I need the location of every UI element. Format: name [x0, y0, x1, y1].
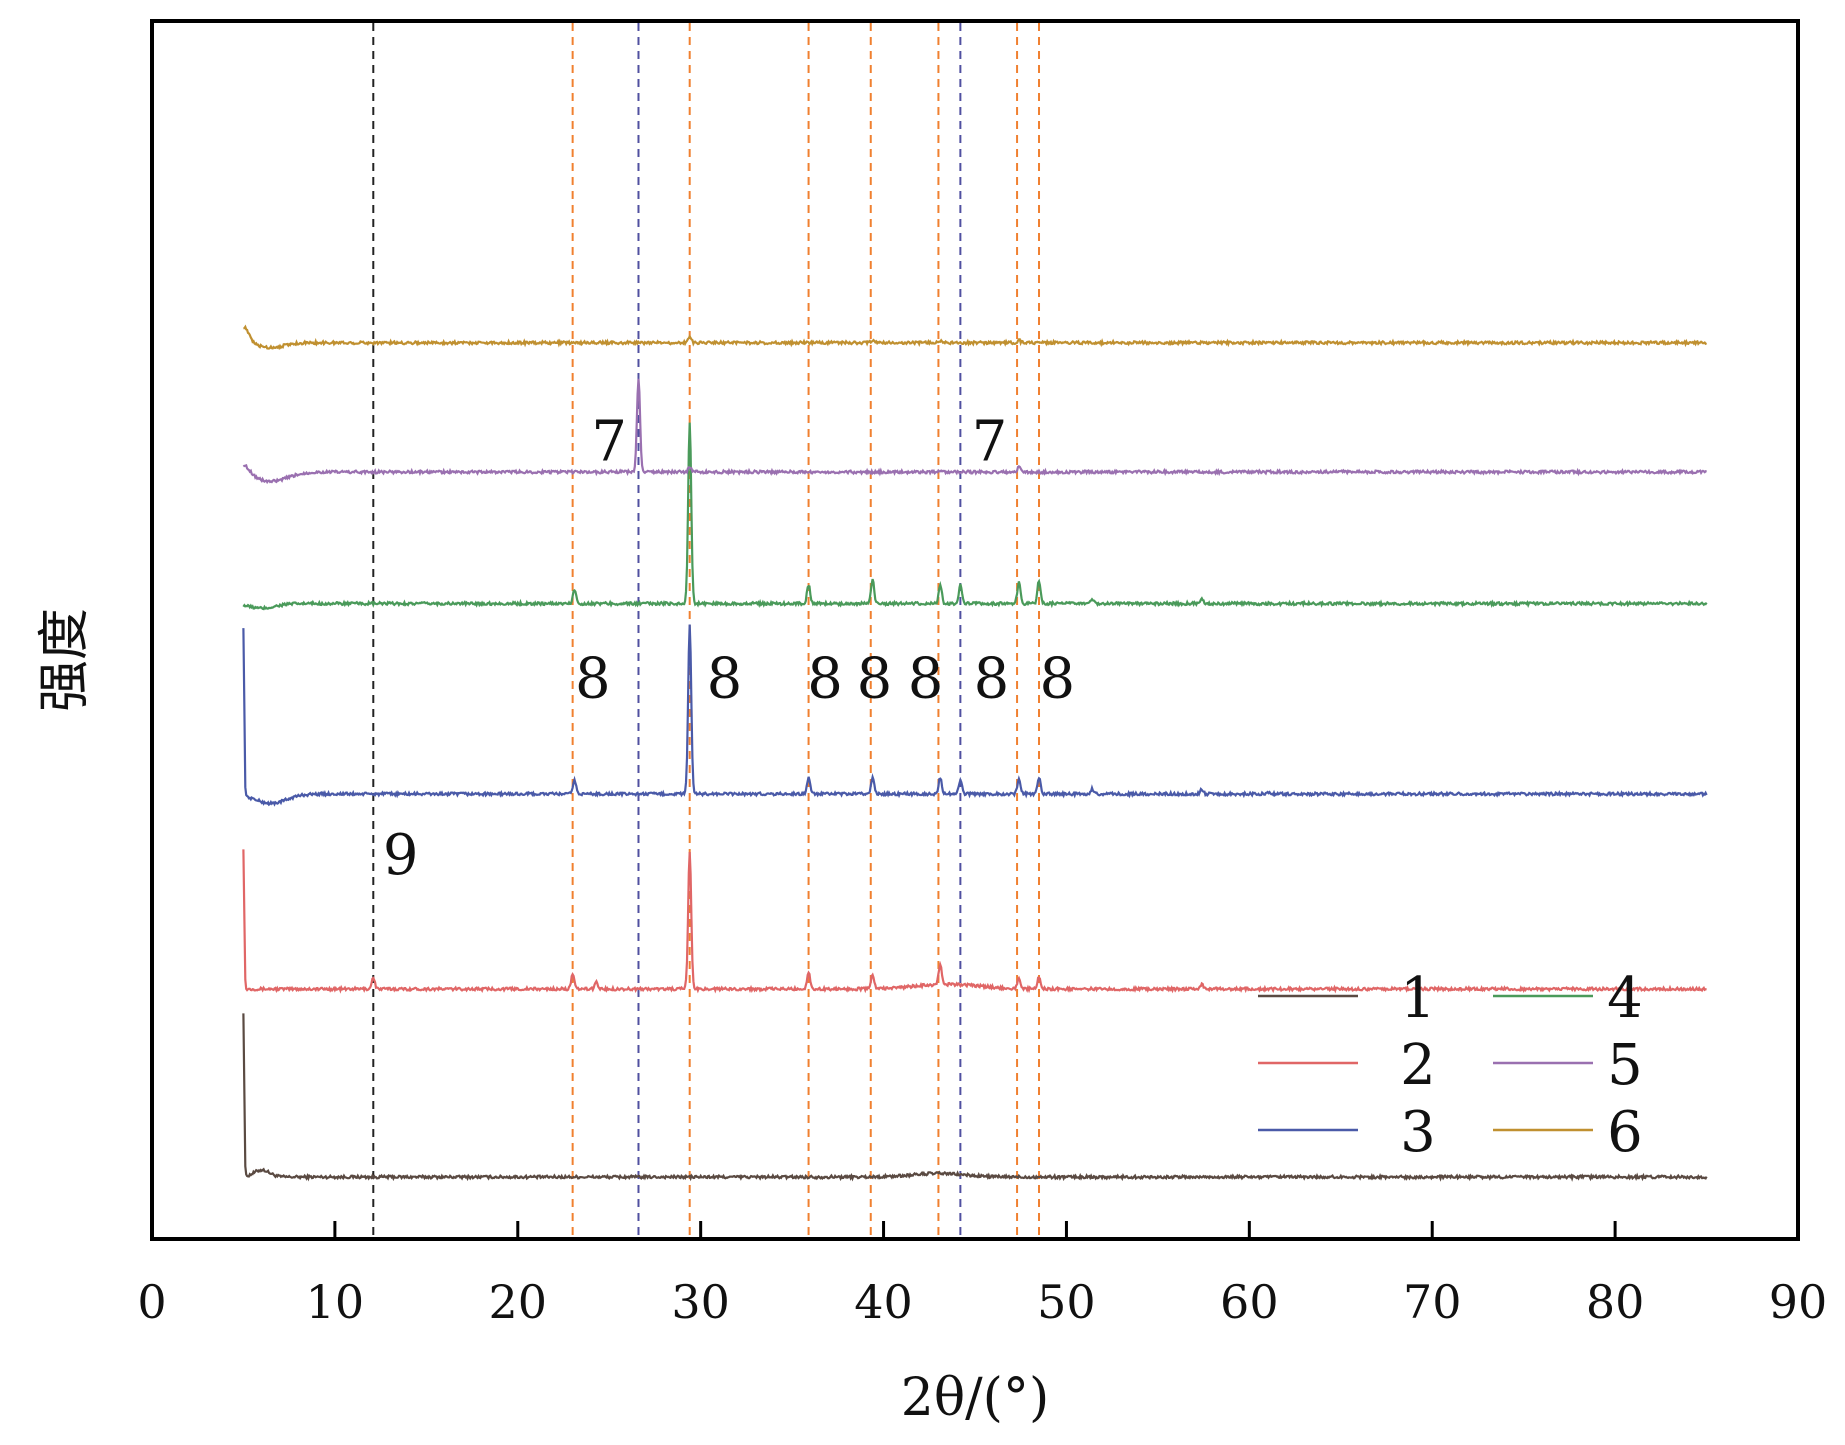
peak-label-9-9: 9: [383, 823, 419, 888]
x-tick-label-60: 60: [1220, 1275, 1279, 1329]
peak-label-8-4: 8: [807, 647, 843, 712]
peak-label-8-5: 8: [857, 647, 893, 712]
legend-label-2: 2: [1400, 1033, 1436, 1098]
legend: 123 456: [1258, 966, 1643, 1165]
series-line-4: [242, 422, 1708, 611]
peak-annotations: 7 78 8 8 8 8 8 89: [383, 409, 1075, 888]
series-line-3: [242, 624, 1708, 807]
reference-lines: [372, 23, 1041, 1237]
x-tick-label-70: 70: [1403, 1275, 1462, 1329]
x-tick-label-20: 20: [489, 1275, 548, 1329]
x-tick-label-30: 30: [671, 1275, 730, 1329]
x-tick-label-90: 90: [1769, 1275, 1828, 1329]
legend-label-3: 3: [1400, 1100, 1436, 1165]
series-line-2: [242, 849, 1707, 994]
x-tick-label-40: 40: [854, 1275, 913, 1329]
series-line-5: [242, 378, 1708, 485]
peak-label-8-7: 8: [974, 647, 1010, 712]
x-axis-title: 2θ/(°): [901, 1368, 1049, 1428]
x-tick-label-10: 10: [306, 1275, 365, 1329]
plot-frame: [150, 19, 1800, 1241]
peak-label-8-3: 8: [707, 647, 743, 712]
peak-label-7-0: 7: [591, 409, 627, 474]
peak-label-7-1: 7: [972, 409, 1008, 474]
series-line-6: [243, 324, 1708, 351]
peak-label-8-2: 8: [575, 647, 611, 712]
peak-label-8-8: 8: [1039, 647, 1075, 712]
x-tick-label-80: 80: [1586, 1275, 1645, 1329]
y-axis-title: 强度: [35, 608, 95, 712]
x-axis-ticks: 0 10 20 30 40 50 60 70 80 90: [137, 1221, 1827, 1329]
legend-label-5: 5: [1607, 1033, 1643, 1098]
peak-label-8-6: 8: [908, 647, 944, 712]
legend-label-4: 4: [1607, 966, 1643, 1031]
series-line-1: [242, 1013, 1708, 1182]
series-layer: [242, 324, 1708, 1182]
x-tick-label-50: 50: [1037, 1275, 1096, 1329]
x-tick-label-0: 0: [137, 1275, 166, 1329]
legend-label-6: 6: [1607, 1100, 1643, 1165]
legend-label-1: 1: [1400, 966, 1436, 1031]
